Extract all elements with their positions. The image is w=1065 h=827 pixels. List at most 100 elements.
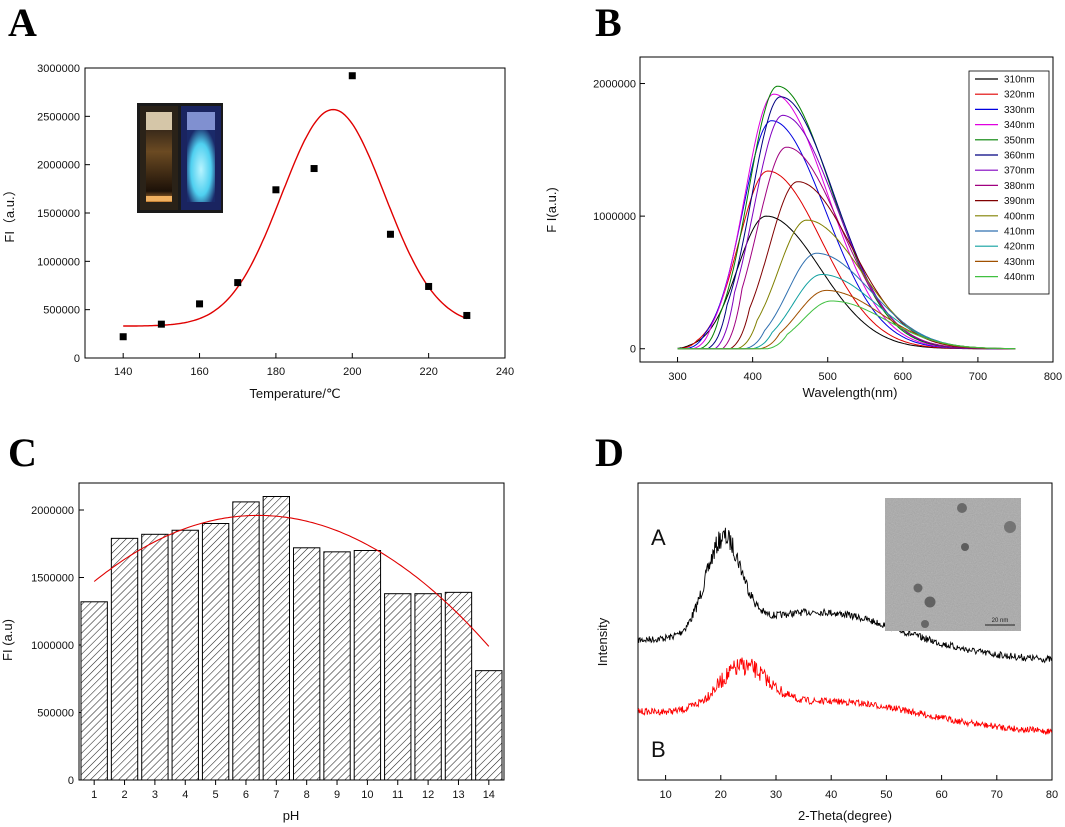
- plot-frame-d: [637, 482, 1053, 781]
- x-axis-label-a: Temperature/℃: [249, 386, 340, 401]
- x-tick-label-c: 14: [483, 789, 495, 801]
- y-axis-label-b: F I(a.u.): [544, 187, 559, 233]
- legend-label-b: 340nm: [1004, 120, 1035, 131]
- legend-label-b: 310nm: [1004, 75, 1035, 86]
- bar-ph-14: [475, 670, 503, 781]
- x-axis-label-c: pH: [283, 808, 300, 823]
- y-tick-label-c: 1000000: [31, 640, 74, 652]
- x-tick-label-c: 9: [334, 789, 340, 801]
- x-tick-label-d: 30: [770, 789, 782, 801]
- emission-line-350nm: [677, 85, 1016, 350]
- legend-label-b: 370nm: [1004, 166, 1035, 177]
- x-tick-label-b: 600: [894, 371, 912, 383]
- bar-ph-1: [80, 601, 108, 781]
- x-tick-label-d: 20: [715, 789, 727, 801]
- legend-label-b: 410nm: [1004, 227, 1035, 238]
- emission-line-370nm: [677, 114, 1016, 350]
- x-tick-label-d: 60: [935, 789, 947, 801]
- x-tick-label-d: 70: [991, 789, 1003, 801]
- bar-ph-3: [141, 533, 169, 781]
- trace-label-a: A: [651, 525, 666, 550]
- data-point-a: [234, 279, 242, 287]
- x-tick-label-c: 13: [452, 789, 464, 801]
- x-tick-label-d: 80: [1046, 789, 1058, 801]
- legend-label-b: 430nm: [1004, 257, 1035, 268]
- bar-ph-12: [414, 593, 442, 781]
- bar-ph-6: [232, 501, 260, 781]
- x-tick-label-c: 7: [273, 789, 279, 801]
- chart-a: 0 500000 1000000 1500000 2000000 2500000 30000…: [2, 63, 514, 401]
- x-tick-label-a: 240: [496, 366, 514, 378]
- vial-photo-inset: [137, 103, 223, 213]
- y-tick-label-b: 0: [630, 344, 636, 356]
- y-tick-label-a: 1500000: [37, 208, 80, 220]
- y-tick-label-a: 3000000: [37, 63, 80, 75]
- y-tick-label-a: 2500000: [37, 111, 80, 123]
- y-axis-label-a: FI（a.u.）: [2, 183, 17, 242]
- x-tick-label-a: 180: [267, 366, 285, 378]
- emission-line-360nm: [677, 96, 1016, 350]
- panel-label-d: D: [595, 430, 624, 475]
- chart-d: 10 20 30 40 50 60 70 80 A B 20 nm 2-Theta(degre…: [595, 482, 1058, 823]
- y-axis-label-c: FI (a.u): [0, 619, 15, 661]
- bar-ph-10: [353, 550, 382, 781]
- y-tick-label-a: 0: [74, 353, 80, 365]
- x-tick-label-c: 5: [213, 789, 219, 801]
- x-tick-label-c: 11: [392, 789, 403, 801]
- y-tick-label-c: 2000000: [31, 505, 74, 517]
- xrd-trace-b: [637, 657, 1053, 736]
- bar-ph-13: [444, 591, 473, 781]
- bar-ph-2: [110, 537, 139, 781]
- x-tick-label-a: 220: [419, 366, 437, 378]
- y-tick-label-a: 1000000: [37, 256, 80, 268]
- x-tick-label-a: 200: [343, 366, 361, 378]
- plot-frame-b: [639, 56, 1054, 363]
- data-point-a: [157, 320, 165, 328]
- bar-ph-11: [384, 593, 412, 781]
- x-tick-label-c: 4: [182, 789, 188, 801]
- data-point-a: [386, 230, 394, 238]
- legend-label-b: 420nm: [1004, 242, 1035, 253]
- x-tick-label-b: 400: [743, 371, 761, 383]
- bar-ph-8: [293, 547, 321, 781]
- fit-curve-c: [93, 514, 490, 647]
- x-tick-label-c: 6: [243, 789, 249, 801]
- y-tick-label-c: 1500000: [31, 573, 74, 585]
- data-point-a: [119, 333, 127, 341]
- bar-ph-4: [171, 529, 199, 781]
- x-tick-label-a: 160: [190, 366, 208, 378]
- panel-label-b: B: [595, 0, 622, 45]
- emission-line-330nm: [677, 120, 1016, 350]
- y-tick-label-b: 1000000: [593, 211, 636, 223]
- x-tick-label-c: 10: [361, 789, 373, 801]
- fit-curve-a: [123, 108, 468, 327]
- panel-label-a: A: [8, 0, 37, 45]
- x-tick-label-d: 50: [880, 789, 892, 801]
- x-tick-label-c: 12: [422, 789, 434, 801]
- x-tick-label-d: 10: [659, 789, 671, 801]
- legend-label-b: 380nm: [1004, 181, 1035, 192]
- bar-ph-7: [262, 496, 290, 781]
- y-tick-label-c: 500000: [37, 708, 74, 720]
- x-tick-label-b: 500: [819, 371, 837, 383]
- legend-label-b: 390nm: [1004, 196, 1035, 207]
- y-axis-label-d: Intensity: [595, 617, 610, 666]
- x-tick-label-b: 700: [969, 371, 987, 383]
- x-tick-label-a: 140: [114, 366, 132, 378]
- data-point-a: [272, 186, 280, 194]
- trace-label-b: B: [651, 737, 666, 762]
- x-tick-label-c: 1: [91, 789, 97, 801]
- emission-line-340nm: [677, 93, 1016, 350]
- y-tick-label-b: 2000000: [593, 79, 636, 91]
- x-tick-label-c: 2: [121, 789, 127, 801]
- x-tick-label-c: 3: [152, 789, 158, 801]
- x-tick-label-d: 40: [825, 789, 837, 801]
- legend-label-b: 350nm: [1004, 135, 1035, 146]
- x-axis-label-b: Wavelength(nm): [803, 385, 898, 400]
- legend-label-b: 360nm: [1004, 151, 1035, 162]
- data-point-a: [463, 311, 471, 319]
- emission-line-420nm: [677, 274, 1016, 350]
- chart-b: 0 1000000 2000000 300 400 500 600 700 800 310nm…: [544, 56, 1062, 400]
- plot-frame-c: [78, 482, 505, 781]
